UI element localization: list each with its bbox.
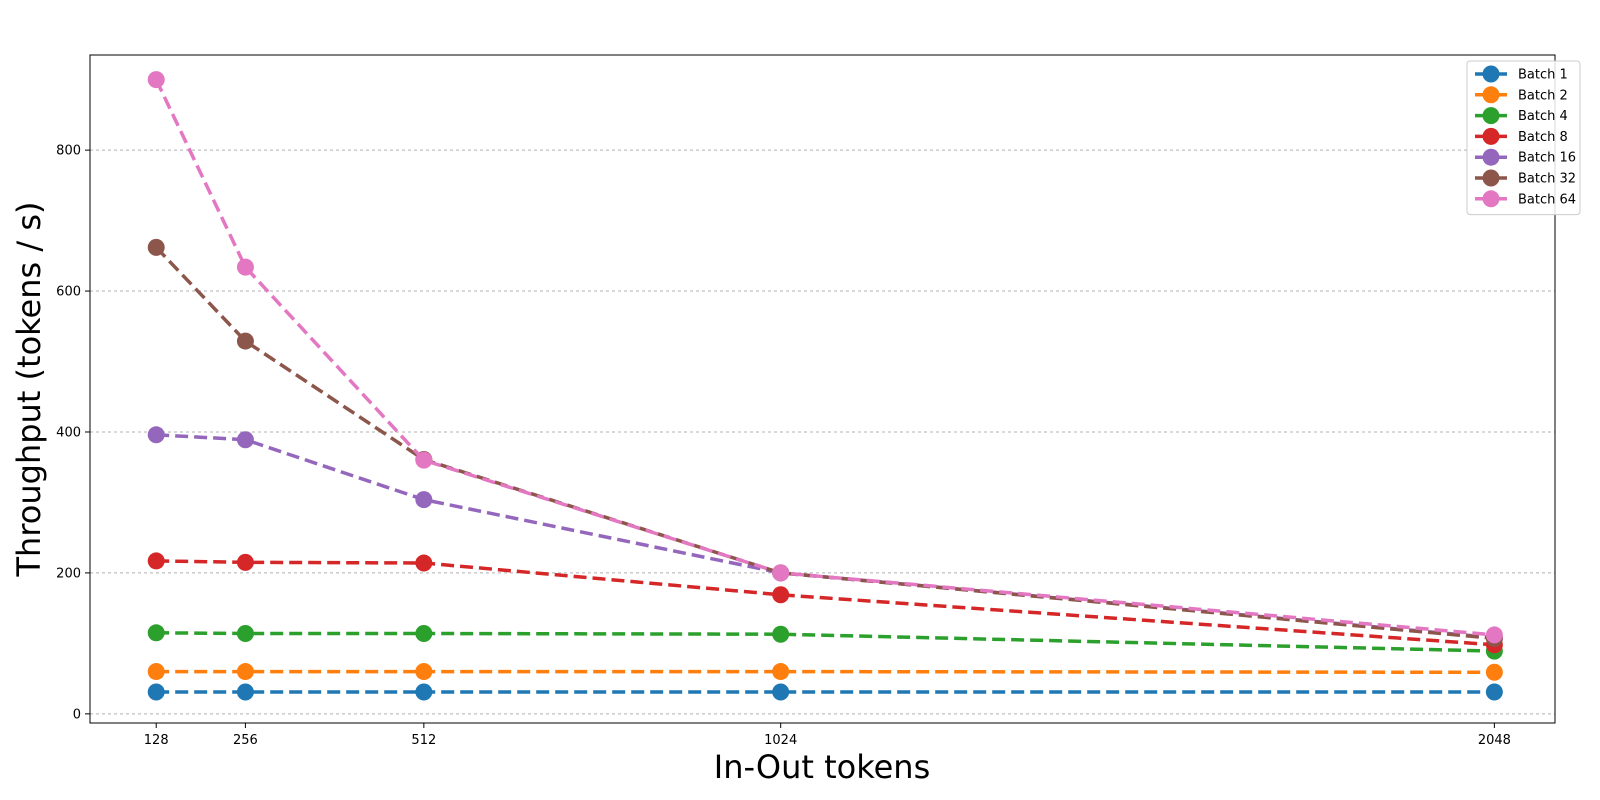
y-tick-label: 200	[56, 566, 81, 581]
data-point	[236, 431, 254, 449]
x-tick-label: 1024	[764, 733, 797, 748]
data-point	[147, 71, 165, 89]
data-point	[147, 683, 165, 701]
legend-label: Batch 8	[1518, 130, 1568, 145]
legend-label: Batch 1	[1518, 68, 1568, 83]
legend-marker	[1482, 148, 1500, 166]
data-point	[236, 553, 254, 571]
legend-marker	[1482, 190, 1500, 208]
data-point	[415, 491, 433, 509]
data-point	[772, 683, 790, 701]
data-point	[236, 625, 254, 643]
data-point	[147, 663, 165, 681]
series-batch-16	[147, 426, 1503, 647]
legend-label: Batch 32	[1518, 172, 1576, 187]
legend-item: Batch 4	[1475, 107, 1568, 125]
x-tick-label: 512	[411, 733, 436, 748]
series-line	[154, 246, 1495, 641]
legend-marker	[1482, 169, 1500, 187]
legend-marker	[1482, 86, 1500, 104]
legend-label: Batch 16	[1518, 151, 1576, 166]
data-point	[772, 663, 790, 681]
y-tick-label: 600	[56, 285, 81, 300]
data-point	[415, 554, 433, 572]
y-tick-label: 800	[56, 144, 81, 159]
data-point	[1485, 683, 1503, 701]
series-batch-32	[147, 238, 1503, 647]
x-tick-label: 128	[144, 733, 169, 748]
data-point	[236, 683, 254, 701]
legend-item: Batch 8	[1475, 127, 1568, 145]
series-batch-4	[147, 624, 1503, 660]
axis-ticks: 0 200 400 600 800 128 256 512 1024 2048	[56, 144, 1511, 748]
legend-marker	[1482, 107, 1500, 125]
data-point	[147, 624, 165, 642]
legend-label: Batch 4	[1518, 109, 1568, 124]
data-point	[772, 564, 790, 582]
legend-item: Batch 16	[1475, 148, 1576, 166]
data-point	[415, 663, 433, 681]
x-tick-label: 2048	[1478, 733, 1511, 748]
series-line	[154, 78, 1495, 637]
legend-label: Batch 2	[1518, 88, 1568, 103]
data-point	[236, 332, 254, 350]
x-tick-label: 256	[233, 733, 258, 748]
series-batch-8	[147, 552, 1503, 654]
legend-marker	[1482, 127, 1500, 145]
data-point	[415, 625, 433, 643]
legend-label: Batch 64	[1518, 192, 1576, 207]
series-line	[156, 669, 1495, 675]
legend-item: Batch 64	[1475, 190, 1576, 208]
series-batch-64	[147, 71, 1503, 644]
grid-lines	[90, 149, 1555, 715]
plot-frame	[89, 54, 1556, 724]
data-point	[236, 258, 254, 276]
data-point	[147, 238, 165, 256]
data-point	[147, 426, 165, 444]
legend-item: Batch 1	[1475, 65, 1568, 83]
legend: Batch 1 Batch 2 Batch 4 Batch 8 Batch 16 Batc…	[1466, 60, 1581, 216]
data-point	[772, 586, 790, 604]
series-line	[156, 631, 1495, 653]
series-lines	[147, 71, 1503, 701]
y-tick-label: 0	[73, 707, 81, 722]
series-batch-2	[147, 663, 1503, 681]
data-point	[415, 683, 433, 701]
y-axis-label: Throughput (tokens / s)	[10, 202, 48, 578]
legend-item: Batch 32	[1475, 169, 1576, 187]
data-point	[415, 451, 433, 469]
y-tick-label: 400	[56, 425, 81, 440]
series-line	[156, 433, 1495, 640]
x-axis-label: In-Out tokens	[714, 748, 931, 786]
series-batch-1	[147, 683, 1503, 701]
data-point	[236, 663, 254, 681]
data-point	[1485, 663, 1503, 681]
data-point	[772, 625, 790, 643]
legend-item: Batch 2	[1475, 86, 1568, 104]
data-point	[147, 552, 165, 570]
data-point	[1485, 626, 1503, 644]
legend-marker	[1482, 65, 1500, 83]
